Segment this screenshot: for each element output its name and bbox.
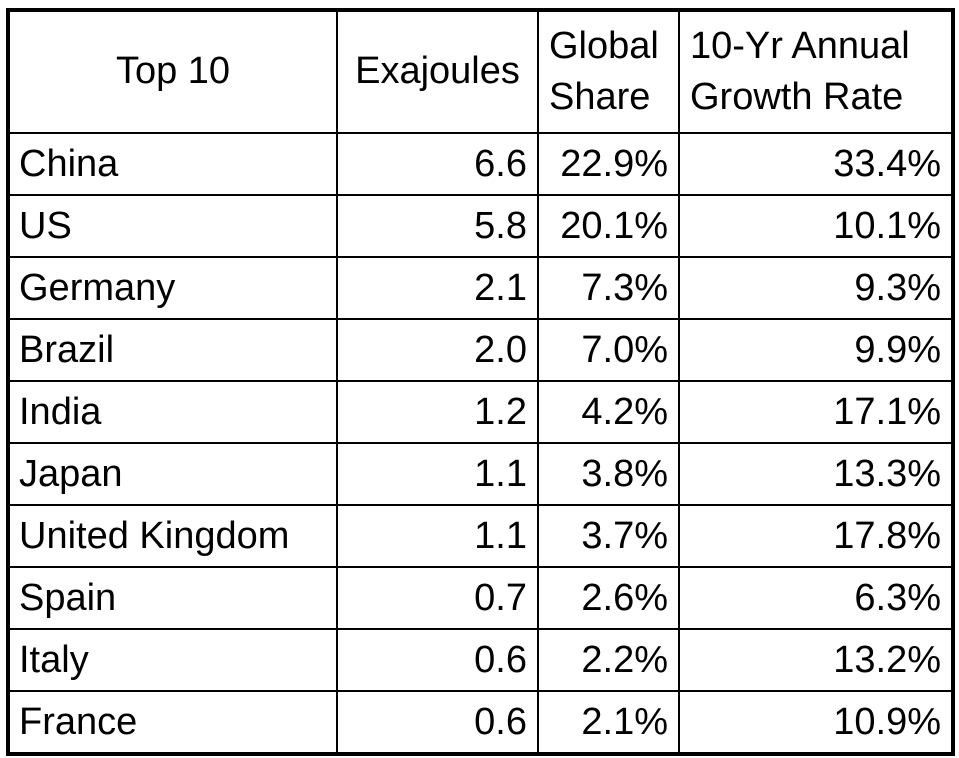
cell-growth_rate: 17.8% xyxy=(678,504,954,568)
cell-global_share: 20.1% xyxy=(537,194,680,258)
cell-global_share: 2.6% xyxy=(537,566,680,630)
cell-growth_rate: 33.4% xyxy=(678,132,954,196)
table-row: France 0.6 2.1% 10.9% xyxy=(7,690,954,755)
table-row: Spain 0.7 2.6% 6.3% xyxy=(7,566,954,630)
cell-country: India xyxy=(7,380,338,444)
table-row: Japan 1.1 3.8% 13.3% xyxy=(7,442,954,506)
cell-global_share: 3.7% xyxy=(537,504,680,568)
table-body: China 6.6 22.9% 33.4% US 5.8 20.1% 10.1% Germany… xyxy=(7,132,954,755)
table-row: United Kingdom 1.1 3.7% 17.8% xyxy=(7,504,954,568)
cell-global_share: 7.3% xyxy=(537,256,680,320)
cell-growth_rate: 13.2% xyxy=(678,628,954,692)
cell-global_share: 22.9% xyxy=(537,132,680,196)
header-global-share: Global Share xyxy=(537,9,680,134)
header-exajoules: Exajoules xyxy=(336,9,539,134)
header-growth-rate: 10-Yr Annual Growth Rate xyxy=(678,9,954,134)
cell-exajoules: 5.8 xyxy=(336,194,539,258)
table-row: US 5.8 20.1% 10.1% xyxy=(7,194,954,258)
cell-exajoules: 2.1 xyxy=(336,256,539,320)
cell-growth_rate: 9.9% xyxy=(678,318,954,382)
table-row: India 1.2 4.2% 17.1% xyxy=(7,380,954,444)
cell-global_share: 3.8% xyxy=(537,442,680,506)
header-top10: Top 10 xyxy=(7,9,338,134)
header-row: Top 10 Exajoules Global Share 10-Yr Annu… xyxy=(7,9,954,134)
cell-global_share: 2.1% xyxy=(537,690,680,755)
cell-growth_rate: 10.1% xyxy=(678,194,954,258)
cell-growth_rate: 10.9% xyxy=(678,690,954,755)
cell-growth_rate: 9.3% xyxy=(678,256,954,320)
cell-country: Japan xyxy=(7,442,338,506)
cell-country: United Kingdom xyxy=(7,504,338,568)
top10-table-container: Top 10 Exajoules Global Share 10-Yr Annu… xyxy=(6,8,955,756)
cell-country: Germany xyxy=(7,256,338,320)
cell-growth_rate: 13.3% xyxy=(678,442,954,506)
cell-exajoules: 2.0 xyxy=(336,318,539,382)
cell-country: US xyxy=(7,194,338,258)
cell-country: France xyxy=(7,690,338,755)
table-row: Brazil 2.0 7.0% 9.9% xyxy=(7,318,954,382)
table-header: Top 10 Exajoules Global Share 10-Yr Annu… xyxy=(7,9,954,134)
cell-exajoules: 0.7 xyxy=(336,566,539,630)
cell-exajoules: 0.6 xyxy=(336,628,539,692)
cell-exajoules: 1.1 xyxy=(336,504,539,568)
cell-global_share: 7.0% xyxy=(537,318,680,382)
cell-country: Brazil xyxy=(7,318,338,382)
cell-exajoules: 1.1 xyxy=(336,442,539,506)
table-row: China 6.6 22.9% 33.4% xyxy=(7,132,954,196)
table-row: Italy 0.6 2.2% 13.2% xyxy=(7,628,954,692)
table-row: Germany 2.1 7.3% 9.3% xyxy=(7,256,954,320)
top10-energy-table: Top 10 Exajoules Global Share 10-Yr Annu… xyxy=(6,8,955,756)
cell-exajoules: 1.2 xyxy=(336,380,539,444)
cell-growth_rate: 17.1% xyxy=(678,380,954,444)
cell-global_share: 4.2% xyxy=(537,380,680,444)
cell-country: Italy xyxy=(7,628,338,692)
cell-country: China xyxy=(7,132,338,196)
cell-growth_rate: 6.3% xyxy=(678,566,954,630)
cell-country: Spain xyxy=(7,566,338,630)
cell-global_share: 2.2% xyxy=(537,628,680,692)
cell-exajoules: 6.6 xyxy=(336,132,539,196)
cell-exajoules: 0.6 xyxy=(336,690,539,755)
